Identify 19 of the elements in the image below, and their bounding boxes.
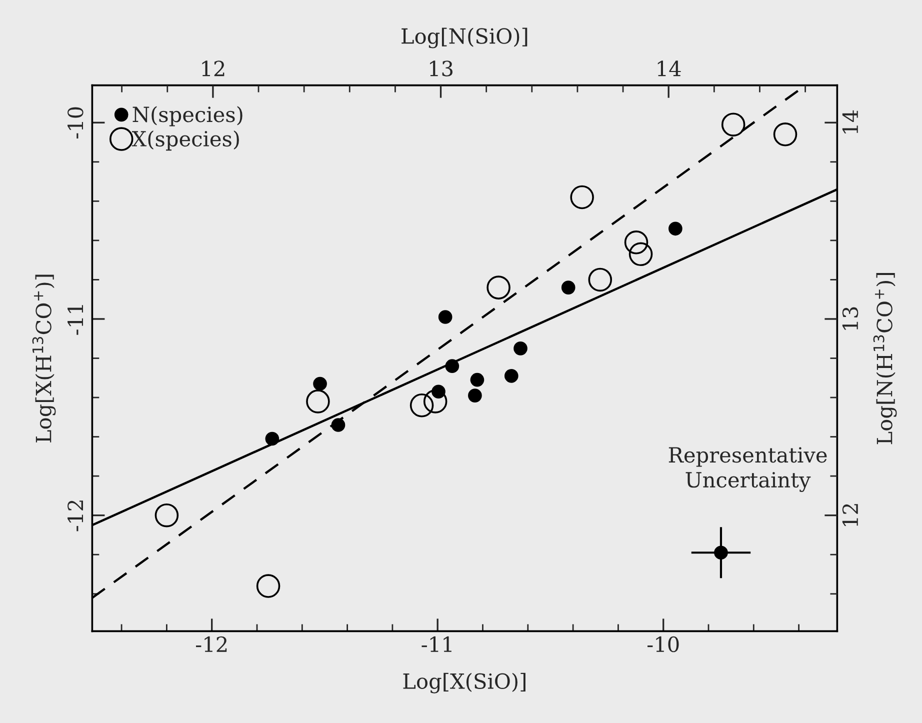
x-tick-label: -12 — [196, 636, 227, 652]
y-tick-label: -10 — [68, 107, 84, 138]
annotation: Representative Uncertainty — [668, 447, 827, 492]
y-axis-title: Log[X(H$^{13}$CO$^{+}$)] — [32, 274, 56, 442]
y-tick-label: 13 — [842, 307, 858, 330]
y-tick-label: 12 — [842, 504, 858, 526]
y-tick-label: -11 — [68, 305, 84, 335]
x-tick-label: 14 — [658, 60, 681, 76]
y-tick-label: -12 — [68, 500, 84, 532]
x-tick-label: -10 — [647, 636, 679, 652]
legend-label: N(species) — [132, 106, 242, 126]
x-tick-label: -11 — [422, 636, 452, 652]
y-tick-label: 14 — [842, 110, 858, 134]
x-tick-label: 13 — [430, 60, 452, 76]
x-tick-label: 12 — [202, 60, 224, 76]
x-axis-title: Log[X(SiO)] — [403, 672, 526, 694]
x-axis-title: Log[N(SiO)] — [402, 28, 528, 48]
y-axis-title: Log[N(H$^{13}$CO$^{+}$)] — [873, 273, 897, 444]
legend-label: X(species) — [132, 130, 239, 151]
